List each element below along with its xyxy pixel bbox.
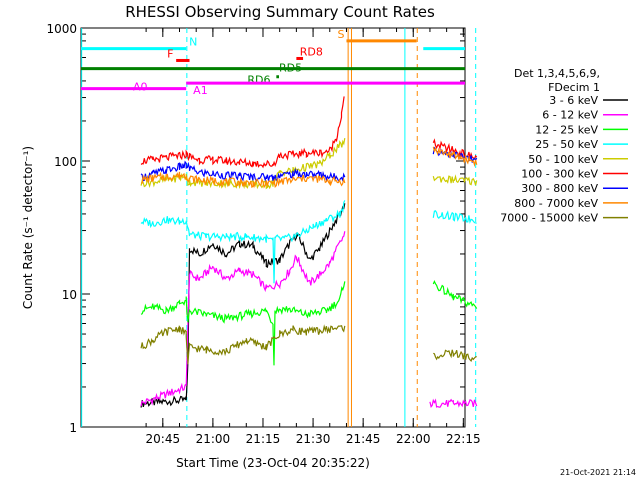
legend-entry: 12 - 25 keV [535, 123, 598, 136]
flag-label: S [337, 28, 344, 41]
x-tick-label: 21:30 [296, 432, 331, 446]
plot-frame [80, 27, 466, 428]
legend-entry: 100 - 300 keV [521, 168, 598, 181]
series-line [141, 146, 478, 189]
legend-entry: 800 - 7000 keV [514, 197, 598, 210]
legend-entry: 50 - 100 keV [528, 153, 598, 166]
legend-header: FDecim 1 [548, 81, 600, 94]
y-tick-label: 1 [69, 421, 77, 435]
series-line [140, 96, 478, 169]
y-axis-label: Count Rate (s⁻¹ detector⁻¹) [21, 146, 35, 309]
y-tick-label: 1000 [46, 22, 77, 36]
x-tick-label: 21:15 [246, 432, 281, 446]
legend-header: Det 1,3,4,5,6,9, [514, 67, 600, 80]
x-axis-label: Start Time (23-Oct-04 20:35:22) [176, 456, 370, 470]
x-tick-label: 21:45 [346, 432, 381, 446]
legend-entry: 7000 - 15000 keV [500, 212, 598, 225]
flag-label: A0 [133, 81, 148, 94]
legend-entry: 300 - 800 keV [521, 182, 598, 195]
legend-entry: 6 - 12 keV [542, 109, 598, 122]
y-tick-label: 10 [62, 288, 77, 302]
x-tick-label: 22:00 [396, 432, 431, 446]
footer-date: 21-Oct-2021 21:14 [560, 468, 636, 477]
series-line [140, 137, 478, 190]
y-tick-label: 100 [54, 155, 77, 169]
flag-label: RD6 [247, 74, 270, 87]
chart-title: RHESSI Observing Summary Count Rates [125, 3, 435, 21]
x-tick-label: 22:15 [446, 432, 481, 446]
flag-label: RD5 [279, 62, 302, 75]
series-line [140, 200, 477, 284]
series-line [140, 324, 477, 365]
series-line [140, 203, 346, 408]
flag-label: N [189, 36, 197, 49]
flag-label: A1 [193, 84, 208, 97]
flag-label: F [167, 47, 173, 60]
x-tick-label: 20:45 [146, 432, 181, 446]
legend-entry: 3 - 6 keV [549, 94, 598, 107]
series-line [140, 280, 478, 366]
x-tick-label: 21:00 [196, 432, 231, 446]
series-line [140, 231, 478, 409]
legend-entry: 25 - 50 keV [535, 138, 598, 151]
flag-label: RD8 [300, 45, 323, 58]
